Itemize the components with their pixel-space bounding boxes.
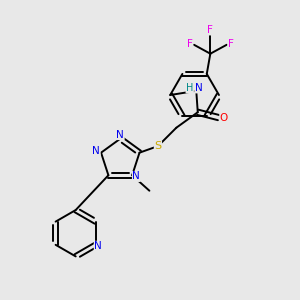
- Text: O: O: [220, 113, 228, 123]
- Text: N: N: [195, 83, 203, 93]
- Text: F: F: [207, 25, 213, 35]
- Text: F: F: [187, 39, 193, 49]
- Text: N: N: [116, 130, 124, 140]
- Text: S: S: [154, 141, 161, 151]
- Text: N: N: [92, 146, 100, 156]
- Text: H: H: [186, 83, 194, 93]
- Text: N: N: [94, 241, 102, 251]
- Text: F: F: [228, 39, 234, 49]
- Text: N: N: [132, 172, 140, 182]
